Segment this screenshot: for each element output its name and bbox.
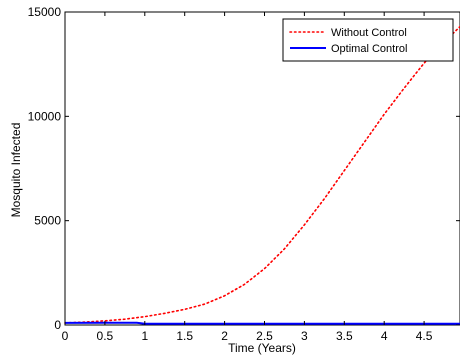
x-tick-label: 0.5 bbox=[97, 329, 114, 343]
x-tick-label: 3.5 bbox=[336, 329, 353, 343]
series-line-optimal-control bbox=[64, 321, 460, 325]
y-tick-label: 15000 bbox=[28, 5, 62, 19]
x-axis-label: Time (Years) bbox=[228, 341, 296, 355]
series-layer bbox=[64, 25, 460, 325]
legend-box bbox=[282, 18, 454, 62]
y-tick-label: 10000 bbox=[28, 109, 62, 123]
x-tick-label: 3 bbox=[301, 329, 308, 343]
x-tick-label: 2.5 bbox=[256, 329, 273, 343]
y-tick-label: 0 bbox=[54, 318, 61, 332]
plot-area bbox=[64, 11, 460, 326]
legend-label-optimal-control: Optimal Control bbox=[331, 43, 407, 55]
y-tick-label: 5000 bbox=[34, 214, 61, 228]
x-tick-label: 4.5 bbox=[416, 329, 433, 343]
y-axis-label: Mosquito Infected bbox=[9, 123, 23, 218]
x-tick-label: 4 bbox=[381, 329, 388, 343]
legend-label-without-control: Without Control bbox=[331, 27, 407, 39]
plot-frame bbox=[64, 11, 460, 326]
series-line-without-control bbox=[64, 25, 460, 324]
tick-layer: 0 0.5 1 1.5 2 2.5 3 3.5 4 4.5 0 5000 10000 15000 bbox=[28, 5, 460, 343]
x-tick-label: 1 bbox=[141, 329, 148, 343]
x-tick-label: 0 bbox=[62, 329, 69, 343]
x-tick-label: 1.5 bbox=[176, 329, 193, 343]
legend: Without Control Optimal Control bbox=[282, 18, 454, 62]
x-tick-label: 2 bbox=[221, 329, 228, 343]
